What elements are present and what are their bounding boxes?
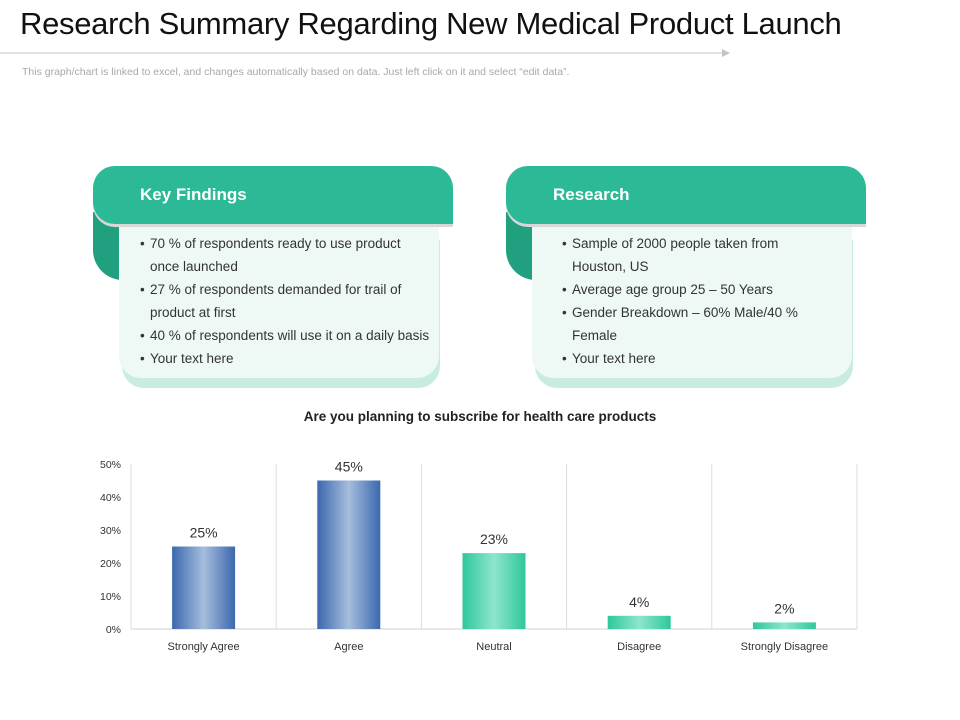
data-label: 45%: [335, 459, 363, 475]
key-findings-list: 70 % of respondents ready to use product…: [140, 232, 432, 370]
research-list: Sample of 2000 people taken from Houston…: [562, 232, 832, 370]
list-item: Sample of 2000 people taken from Houston…: [562, 232, 832, 278]
data-label: 2%: [774, 600, 794, 616]
list-item: Average age group 25 – 50 Years: [562, 278, 832, 301]
key-findings-card: Key Findings 70 % of respondents ready t…: [93, 166, 455, 390]
data-label: 25%: [190, 525, 218, 541]
list-item: 27 % of respondents demanded for trail o…: [140, 278, 432, 324]
y-tick-label: 0%: [106, 624, 121, 636]
list-item: Your text here: [562, 347, 832, 370]
data-label: 4%: [629, 594, 649, 610]
category-label: Strongly Agree: [168, 641, 240, 653]
y-tick-label: 10%: [100, 591, 121, 603]
data-label: 23%: [480, 531, 508, 547]
page-title: Research Summary Regarding New Medical P…: [20, 6, 842, 41]
y-tick-label: 40%: [100, 492, 121, 504]
bar: [317, 480, 381, 629]
card-header: Research: [506, 166, 866, 224]
bar: [172, 546, 236, 629]
research-card: Research Sample of 2000 people taken fro…: [506, 166, 868, 390]
category-label: Neutral: [476, 641, 511, 653]
excel-link-note: This graph/chart is linked to excel, and…: [22, 66, 570, 78]
y-tick-label: 20%: [100, 558, 121, 570]
category-label: Strongly Disagree: [741, 641, 828, 653]
y-tick-label: 50%: [100, 459, 121, 471]
category-label: Disagree: [617, 641, 661, 653]
research-title: Research: [553, 185, 630, 204]
list-item: 40 % of respondents will use it on a dai…: [140, 324, 432, 347]
y-tick-label: 30%: [100, 525, 121, 537]
bar: [607, 615, 671, 629]
bar: [752, 622, 816, 629]
title-underline-arrow: [0, 49, 730, 57]
bar: [462, 553, 526, 629]
card-header: Key Findings: [93, 166, 453, 224]
list-item: Gender Breakdown – 60% Male/40 % Female: [562, 301, 832, 347]
list-item: Your text here: [140, 347, 432, 370]
list-item: 70 % of respondents ready to use product…: [140, 232, 432, 278]
key-findings-title: Key Findings: [140, 185, 247, 204]
category-label: Agree: [334, 641, 363, 653]
chart-title: Are you planning to subscribe for health…: [303, 409, 657, 424]
